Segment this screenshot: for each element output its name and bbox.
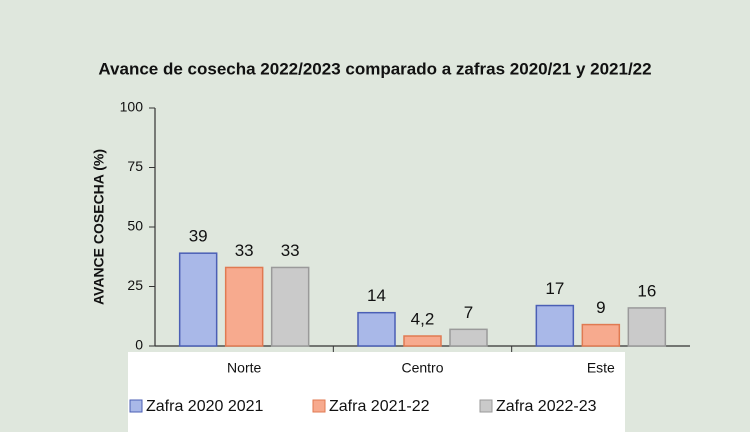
legend-swatch	[312, 399, 326, 413]
y-tick-label: 25	[127, 277, 143, 293]
x-tick-label: Centro	[401, 360, 443, 376]
y-tick-label: 100	[120, 99, 144, 115]
legend-panel	[128, 352, 625, 432]
data-label: 4,2	[411, 309, 435, 328]
data-label: 7	[464, 303, 473, 322]
bar	[627, 307, 667, 347]
legend-label: Zafra 2020 2021	[146, 398, 264, 415]
data-label: 39	[189, 227, 208, 246]
x-tick-label: Este	[587, 360, 615, 376]
y-tick-label: 50	[127, 218, 143, 234]
data-label: 14	[367, 286, 386, 305]
bar	[270, 266, 310, 347]
legend-swatch	[479, 399, 493, 413]
x-tick-label: Norte	[227, 360, 261, 376]
data-label: 33	[281, 241, 300, 260]
data-label: 9	[596, 298, 605, 317]
bar	[581, 323, 621, 347]
data-label: 16	[637, 281, 656, 300]
bar	[224, 266, 264, 347]
legend-label: Zafra 2021-22	[329, 398, 430, 415]
bar	[178, 252, 218, 347]
y-tick-label: 75	[127, 158, 143, 174]
bar	[449, 328, 488, 347]
data-label: 33	[235, 241, 254, 260]
bar	[357, 311, 396, 347]
y-axis-label: AVANCE COSECHA (%)	[91, 149, 107, 305]
y-tick-label: 0	[135, 337, 143, 353]
legend-label: Zafra 2022-23	[496, 398, 597, 415]
data-label: 17	[545, 279, 564, 298]
legend-swatch	[129, 399, 143, 413]
bar	[535, 304, 575, 347]
bar	[403, 335, 442, 347]
chart-title: Avance de cosecha 2022/2023 comparado a …	[98, 59, 651, 78]
